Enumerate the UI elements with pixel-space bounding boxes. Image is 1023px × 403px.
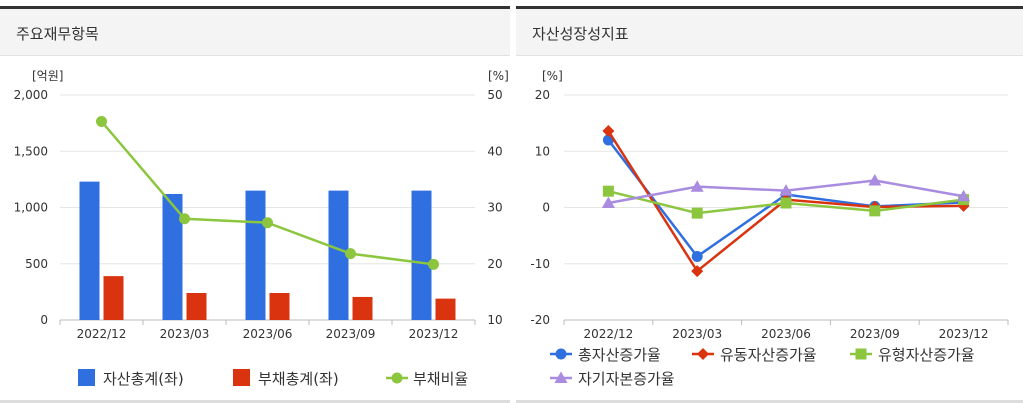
y-left-tick-label: 2,000 [14, 88, 48, 102]
financial-items-panel: 주요재무항목 2,000 1,500 1,000 500 0 50 40 30 20 10 [억원]… [0, 0, 510, 403]
legend-swatch [697, 348, 709, 360]
x-tick-label: 2023/03 [672, 327, 722, 341]
line-point [868, 174, 882, 186]
line-point [602, 185, 614, 197]
y-unit-label: [%] [542, 69, 563, 83]
y-right-unit-label: [%] [488, 69, 509, 83]
y-tick-label: -20 [530, 313, 550, 327]
bar [162, 194, 183, 320]
bar [435, 298, 456, 320]
panel-footer-line [0, 400, 510, 403]
line-point [869, 205, 881, 217]
line-point [690, 180, 704, 192]
y-right-tick-label: 10 [487, 313, 502, 327]
bar [328, 190, 349, 320]
x-tick-label: 2023/06 [243, 327, 293, 341]
y-tick-label: 20 [535, 88, 550, 102]
bar [245, 190, 266, 320]
line-point [601, 196, 615, 208]
legend-label: 유동자산증가율 [720, 346, 817, 364]
line-point [957, 189, 971, 202]
legend-label: 총자산증가율 [578, 346, 661, 364]
bar [352, 296, 373, 320]
legend-swatch [554, 371, 568, 383]
x-tick-label: 2023/06 [761, 327, 811, 341]
line-point [779, 184, 793, 196]
asset-growth-panel: 자산성장성지표 20 10 0 -10 -20 [%] 2022/12 2023/03 2023… [516, 0, 1023, 403]
line-point [262, 217, 273, 229]
legend-swatch [233, 369, 250, 386]
y-right-tick-label: 30 [487, 201, 502, 215]
y-left-unit-label: [억원] [32, 69, 63, 83]
line-point [691, 207, 703, 219]
x-tick-label: 2023/09 [326, 327, 376, 341]
legend-label: 부채비율 [413, 370, 468, 388]
y-left-tick-label: 0 [40, 313, 48, 327]
legend-label: 부채총계(좌) [258, 370, 339, 388]
panel-title: 주요재무항목 [16, 25, 99, 43]
x-tick-label: 2023/03 [160, 327, 210, 341]
line-point [345, 248, 356, 260]
bar [411, 190, 432, 320]
y-right-tick-label: 40 [487, 144, 502, 158]
line-point [691, 265, 704, 278]
series-line [100, 120, 434, 266]
y-right-tick-label: 20 [487, 257, 502, 271]
y-left-tick-label: 500 [25, 257, 48, 271]
y-left-tick-label: 1,500 [14, 144, 48, 158]
x-tick-label: 2022/12 [77, 327, 127, 341]
line-point [780, 197, 792, 209]
panel-title: 자산성장성지표 [532, 25, 629, 43]
x-tick-label: 2023/09 [850, 327, 900, 341]
legend-swatch [555, 348, 567, 360]
legend-swatch [78, 369, 95, 386]
legend-label: 자기자본증가율 [578, 370, 675, 388]
y-tick-label: -10 [530, 257, 550, 271]
bar [79, 181, 100, 320]
y-left-tick-label: 1,000 [14, 201, 48, 215]
panel-footer-line [516, 400, 1023, 403]
x-tick-label: 2023/12 [939, 327, 989, 341]
x-tick-label: 2022/12 [583, 327, 633, 341]
bar [269, 293, 290, 320]
y-tick-label: 0 [542, 201, 550, 215]
panel-header: 주요재무항목 [0, 6, 510, 56]
legend-label: 자산총계(좌) [103, 370, 184, 388]
line-point [179, 213, 190, 225]
line-point [691, 250, 703, 262]
financial-items-chart: 2,000 1,500 1,000 500 0 50 40 30 20 10 [억원] [%] 2022… [14, 69, 509, 388]
y-right-tick-label: 50 [487, 88, 502, 102]
y-tick-label: 10 [535, 144, 550, 158]
legend-label: 유형자산증가율 [878, 346, 975, 364]
x-tick-label: 2023/12 [409, 327, 459, 341]
bar [103, 276, 124, 320]
legend-swatch [855, 348, 867, 360]
line-point [428, 258, 439, 270]
bar [186, 293, 207, 320]
asset-growth-chart: 20 10 0 -10 -20 [%] 2022/12 2023/03 2023/06 2023/… [530, 69, 1009, 388]
panel-header: 자산성장성지표 [516, 6, 1023, 56]
line-point [96, 115, 107, 127]
legend-swatch [391, 372, 403, 384]
line-point [602, 125, 615, 137]
